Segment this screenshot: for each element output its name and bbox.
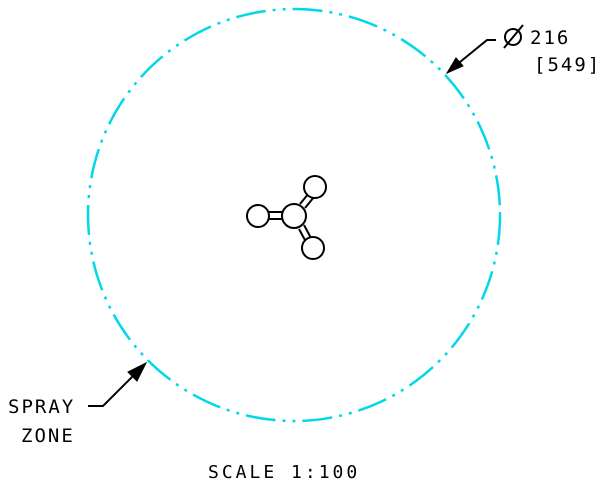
diameter-leader bbox=[445, 39, 496, 75]
sprinkler-symbol bbox=[246, 175, 327, 260]
spray-zone-leader bbox=[88, 361, 148, 407]
spray-zone-label-line1: SPRAY bbox=[8, 396, 75, 418]
nozzle-head-lower bbox=[301, 236, 325, 260]
nozzle-head-upper bbox=[303, 175, 327, 199]
diameter-arrowhead bbox=[445, 57, 464, 75]
sprinkler-hub bbox=[281, 203, 307, 229]
nozzle-head-left bbox=[246, 204, 270, 228]
diameter-symbol-icon bbox=[503, 24, 524, 49]
scale-note: SCALE 1:100 bbox=[208, 462, 360, 483]
diameter-alternate-value: [549] bbox=[534, 54, 601, 76]
spray-zone-circle bbox=[86, 7, 502, 423]
spray-zone-arrowhead bbox=[127, 361, 148, 382]
diameter-value: 216 bbox=[530, 27, 570, 49]
sprinkler-connector-left bbox=[268, 211, 284, 220]
spray-zone-label-line2: ZONE bbox=[21, 425, 75, 447]
